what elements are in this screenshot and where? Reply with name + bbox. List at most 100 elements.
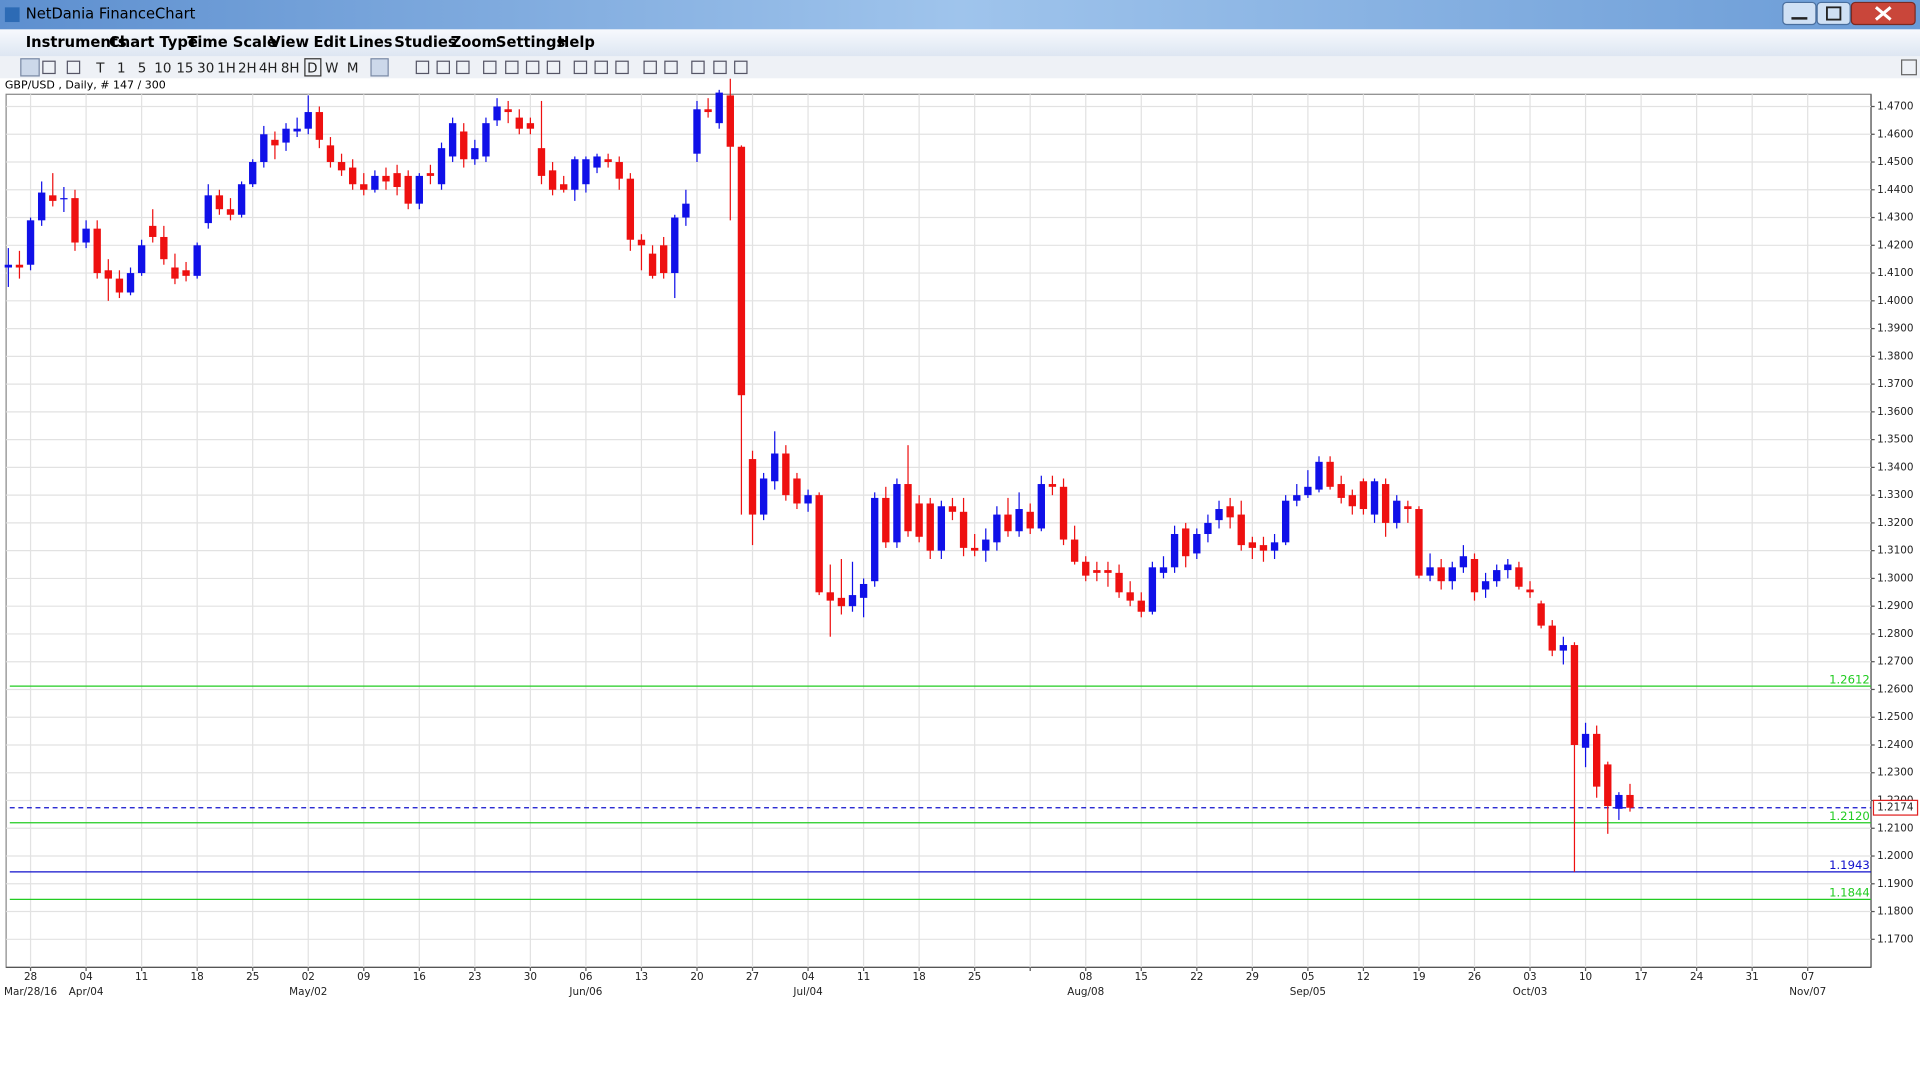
y-tick-label: 1.1700 (1877, 933, 1913, 945)
info-strip (0, 78, 1920, 95)
menu-item[interactable]: View (269, 34, 309, 51)
menu-item[interactable]: Time Scale (187, 34, 277, 51)
candle-body (1559, 645, 1568, 651)
crosshair-button[interactable] (370, 58, 389, 77)
minimize-button[interactable] (1782, 1, 1817, 26)
y-tick-label: 1.4400 (1877, 184, 1913, 196)
tool-icon[interactable] (415, 60, 430, 75)
candle-body (1037, 484, 1045, 529)
candle-body (815, 495, 823, 593)
candle-body (260, 134, 268, 163)
timeframe-button[interactable]: D (307, 62, 317, 77)
timeframe-button[interactable]: 2H (238, 62, 257, 77)
candle-body (970, 547, 979, 551)
maximize-button[interactable] (1816, 1, 1851, 26)
menu-item[interactable]: Edit (313, 34, 346, 51)
footer-space (0, 1004, 1920, 1080)
tool-icon[interactable] (615, 60, 629, 75)
menu-item[interactable]: Instruments (26, 34, 127, 51)
tool-icon[interactable] (713, 60, 727, 75)
timeframe-button[interactable]: T (95, 62, 105, 77)
tool-icon[interactable] (546, 60, 561, 75)
candle-body (393, 173, 401, 188)
candle-body (948, 506, 957, 512)
level-label: 1.2120 (1829, 809, 1870, 823)
candle-body (993, 514, 1001, 543)
tool-icon[interactable] (734, 60, 748, 75)
candle-body (871, 497, 879, 582)
tool-icon[interactable] (66, 60, 81, 75)
timeframe-button[interactable]: M (347, 62, 359, 77)
tool-icon[interactable] (643, 60, 657, 75)
candle-body (1059, 486, 1068, 540)
timeframe-button[interactable]: 4H (259, 62, 278, 77)
menu-item[interactable]: Settings (496, 34, 566, 51)
timeframe-button[interactable]: 1 (117, 62, 126, 77)
tool-icon[interactable] (505, 60, 519, 75)
x-tick-label: 18 (191, 971, 204, 983)
tool-icon[interactable] (436, 60, 450, 75)
candle-body (460, 131, 468, 160)
candle-body (1604, 764, 1612, 807)
title-bar (0, 0, 1920, 30)
x-tick-label: 12 (1357, 971, 1370, 983)
y-tick-label: 1.4700 (1877, 101, 1913, 113)
candle-body (37, 192, 46, 221)
candle-body (560, 184, 568, 190)
menu-item[interactable]: Zoom (451, 34, 497, 51)
candle-body (1148, 567, 1157, 612)
candle-body (1293, 495, 1301, 501)
candle-body (1137, 600, 1145, 612)
panel-button[interactable] (1901, 59, 1917, 76)
candle-body (337, 162, 346, 171)
candle-body (315, 112, 324, 140)
candle-body (771, 453, 779, 482)
candle-body (1359, 481, 1368, 510)
candle-body (15, 264, 24, 268)
candle-body (504, 109, 512, 113)
y-tick-label: 1.2700 (1877, 656, 1913, 668)
candle-body (404, 175, 412, 204)
timeframe-button[interactable]: 5 (138, 62, 147, 77)
tool-icon[interactable] (42, 60, 56, 75)
timeframe-button[interactable]: 15 (176, 62, 193, 77)
menu-item[interactable]: Studies (394, 34, 457, 51)
y-tick-label: 1.3300 (1877, 489, 1913, 501)
y-tick-label: 1.3600 (1877, 406, 1913, 418)
tool-icon[interactable] (594, 60, 608, 75)
y-tick-label: 1.4300 (1877, 212, 1913, 224)
timeframe-button[interactable]: 30 (197, 62, 214, 77)
candle-body (726, 95, 734, 147)
timeframe-button[interactable]: 10 (154, 62, 171, 77)
candle-body (1470, 558, 1479, 593)
tool-icon[interactable] (691, 60, 705, 75)
candle-body (1592, 733, 1601, 787)
candle-body (360, 184, 368, 190)
candle-body (1270, 542, 1279, 551)
candle-body (826, 592, 834, 601)
candle-body (593, 156, 601, 168)
timeframe-button[interactable]: 1H (217, 62, 236, 77)
candle-body (371, 175, 379, 190)
timeframe-button[interactable]: 8H (281, 62, 300, 77)
tool-icon[interactable] (456, 60, 470, 75)
candle-body (49, 195, 57, 201)
candle-body (659, 245, 668, 274)
candle-body (537, 148, 546, 176)
menu-item[interactable]: Lines (349, 34, 393, 51)
candle-body (1159, 567, 1168, 573)
x-tick-label: 20 (690, 971, 703, 983)
tool-icon[interactable] (573, 60, 588, 75)
tool-icon[interactable] (483, 60, 497, 75)
candle-body (1015, 509, 1023, 532)
timeframe-button[interactable]: W (325, 62, 338, 77)
candle-body (126, 273, 135, 293)
candle-body (1170, 534, 1179, 568)
y-tick-label: 1.3500 (1877, 434, 1913, 446)
x-tick-label: 11 (135, 971, 148, 983)
pause-button[interactable] (20, 58, 40, 77)
tool-icon[interactable] (525, 60, 540, 75)
tool-icon[interactable] (664, 60, 678, 75)
menu-item[interactable]: Chart Type (109, 34, 198, 51)
menu-item[interactable]: Help (557, 34, 595, 51)
